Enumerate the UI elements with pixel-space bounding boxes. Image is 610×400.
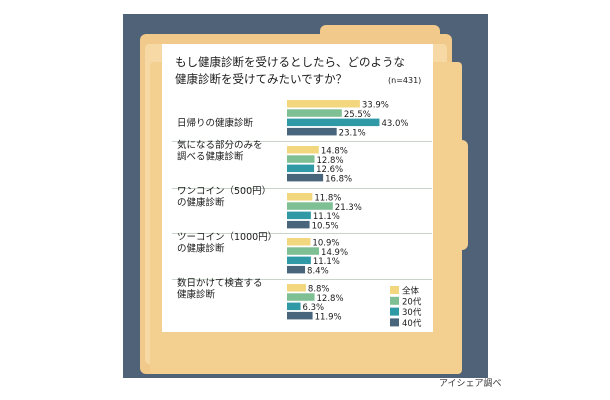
title-line-2: 健康診断を受けてみたいですか？ [175,72,348,86]
category-label: 数日かけて検査する [177,277,263,289]
data-label: 10.5% [312,221,339,231]
bar-20代 [287,293,315,301]
chart-title: もし健康診断を受けるとしたら、どのような 健康診断を受けてみたいですか？ [175,54,437,88]
bar-20代 [287,109,342,117]
bar-30代 [287,211,311,220]
legend-label: 全体 [402,286,420,297]
bar-全体 [287,284,306,292]
data-label: 23.1% [339,128,366,138]
data-label: 12.8% [317,156,344,166]
data-label: 11.1% [313,257,340,267]
data-label: 11.8% [314,194,341,204]
title-line-1: もし健康診断を受けるとしたら、どのような [175,55,405,69]
bar-40代 [287,265,306,274]
data-label: 11.9% [315,312,342,322]
category-label: 気になる部分のみを [177,139,263,151]
folder-side-tab [452,140,468,250]
data-label: 8.8% [308,285,330,295]
category-label: の健康診断 [177,243,225,255]
bar-20代 [287,202,333,210]
bar-全体 [287,193,313,201]
data-label: 43.0% [381,119,408,129]
data-label: 14.8% [321,147,348,157]
legend-swatch [390,307,399,316]
category-label: ワンコイン（500円） [177,185,271,197]
legend-swatch [390,296,399,305]
legend-swatch [390,286,399,294]
data-label: 10.9% [312,239,339,249]
bar-40代 [287,311,313,320]
category-label: ツーコイン（1000円） [177,231,277,243]
source-credit: アイシェア調べ [439,379,502,389]
bar-全体 [287,100,360,108]
bar-30代 [287,164,315,173]
legend-swatch [390,318,399,327]
folder-tab [320,25,440,41]
bar-全体 [287,238,311,246]
data-label: 12.6% [316,165,343,175]
category-label: 健康診断 [177,289,216,301]
data-label: 21.3% [335,203,362,213]
data-label: 16.8% [325,174,352,184]
sample-size-note: (n=431) [388,76,422,85]
bar-40代 [287,127,337,136]
legend-label: 20代 [402,296,422,307]
legend-label: 30代 [402,307,422,318]
bar-全体 [287,146,319,154]
category-label: 調べる健康診断 [177,151,244,163]
bar-30代 [287,256,311,265]
data-label: 14.9% [321,248,348,258]
bar-30代 [287,118,380,127]
bar-20代 [287,247,320,255]
category-label: 日帰りの健康診断 [177,117,254,129]
bar-20代 [287,155,315,163]
data-label: 12.8% [317,294,344,304]
data-label: 11.1% [313,212,340,222]
bar-40代 [287,220,310,229]
category-label: の健康診断 [177,197,225,209]
data-label: 8.4% [307,266,329,276]
data-label: 25.5% [344,110,371,120]
legend-label: 40代 [402,318,422,329]
data-label: 33.9% [362,101,389,111]
bar-40代 [287,173,324,182]
data-label: 6.3% [303,303,325,313]
bar-30代 [287,302,301,311]
